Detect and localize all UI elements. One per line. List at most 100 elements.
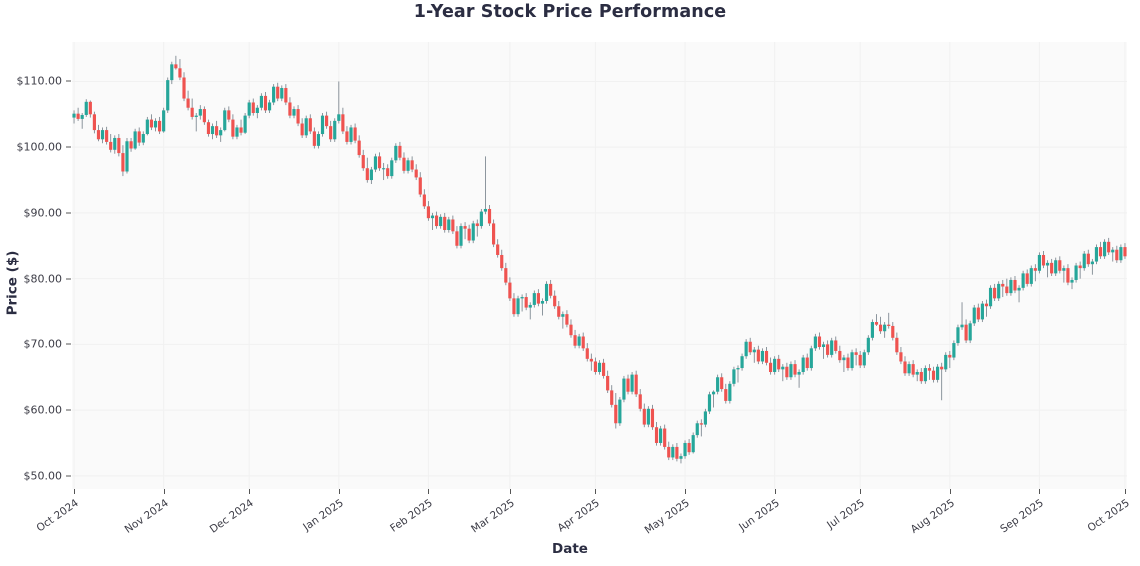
candle-body — [984, 303, 989, 307]
candle-body — [948, 354, 952, 358]
candle-body — [838, 350, 842, 361]
candle-body — [320, 115, 325, 135]
candle-body — [903, 361, 907, 374]
candle-body — [870, 322, 875, 338]
x-axis-tick-mark — [74, 489, 76, 494]
candle-body — [830, 340, 834, 355]
candle-body — [748, 341, 752, 353]
chart-title: 1-Year Stock Price Performance — [413, 2, 727, 22]
candle-body — [593, 361, 598, 372]
candle-body — [1078, 265, 1082, 269]
y-axis-tick-mark — [66, 409, 71, 411]
candle-body — [1098, 247, 1103, 257]
candle-body — [760, 350, 765, 362]
x-axis-tick-label: Apr 2025 — [555, 497, 603, 535]
candle-body — [288, 102, 292, 116]
candle-body — [614, 404, 618, 424]
candle-body — [1005, 286, 1009, 294]
candle-body — [402, 157, 406, 171]
candle-body — [109, 141, 113, 150]
candle-body — [231, 119, 235, 137]
candle-body — [1062, 268, 1066, 271]
candle-body — [544, 283, 549, 301]
candle-body — [369, 169, 373, 181]
candle-body — [333, 120, 337, 140]
candle-body — [284, 88, 288, 103]
candle-body — [398, 145, 402, 158]
candle-body — [618, 399, 622, 424]
candle-body — [255, 107, 259, 113]
candle-body — [308, 118, 312, 132]
candle-body — [585, 348, 589, 359]
candle-body — [956, 327, 960, 344]
candle-body — [508, 282, 512, 299]
y-axis-tick-label: $110.00 — [16, 74, 63, 88]
candle-body — [553, 295, 557, 307]
candle-body — [280, 88, 284, 99]
x-axis-tick-label: May 2025 — [642, 497, 692, 537]
candle-body — [728, 383, 732, 401]
candle-body — [443, 216, 447, 231]
candlestick-series — [72, 42, 1127, 489]
x-axis-tick-mark — [249, 489, 251, 494]
candle-body — [650, 408, 655, 428]
candle-body — [170, 64, 174, 81]
plot-area — [72, 42, 1127, 489]
candle-body — [1123, 247, 1127, 257]
candle-body — [540, 300, 545, 304]
candle-body — [1009, 279, 1013, 294]
candle-body — [1029, 268, 1033, 284]
candle-body — [773, 358, 777, 372]
candle-body — [239, 127, 243, 133]
candle-body — [683, 442, 687, 457]
candle-body — [520, 297, 524, 299]
y-axis-tick-mark — [66, 278, 71, 280]
candle-body — [1115, 249, 1119, 261]
candle-body — [854, 352, 858, 355]
y-axis-tick-label: $50.00 — [23, 469, 63, 483]
candle-body — [671, 446, 675, 458]
candle-body — [805, 357, 809, 369]
candle-body — [740, 356, 744, 369]
y-axis-tick-label: $80.00 — [23, 272, 63, 286]
candle-body — [993, 287, 997, 299]
candle-body — [390, 160, 394, 177]
candle-body — [455, 231, 459, 246]
candle-body — [801, 357, 805, 372]
candle-body — [972, 307, 976, 324]
candle-body — [357, 140, 361, 156]
candle-body — [178, 68, 182, 78]
candle-body — [597, 362, 602, 372]
candle-body — [866, 337, 870, 353]
candle-body — [679, 456, 683, 459]
candle-body — [504, 268, 508, 283]
candle-body — [426, 206, 431, 219]
candle-body — [223, 110, 227, 131]
y-axis-tick-mark — [66, 146, 71, 148]
candle-body — [206, 122, 211, 135]
candle-body — [1058, 260, 1062, 271]
x-axis-tick-mark — [338, 489, 340, 494]
candle-body — [724, 389, 728, 401]
candle-body — [312, 131, 316, 146]
candle-body — [707, 394, 712, 412]
y-axis-tick-mark — [66, 343, 71, 345]
candle-body — [84, 101, 88, 115]
x-axis-tick-label: Dec 2024 — [207, 497, 257, 536]
x-axis-tick-label: Jun 2025 — [736, 497, 782, 534]
candle-body — [190, 107, 194, 117]
candle-body — [1037, 254, 1042, 271]
candle-body — [528, 304, 532, 308]
candle-body — [569, 324, 573, 336]
candle-body — [622, 378, 626, 400]
candle-body — [1001, 283, 1005, 287]
candle-body — [276, 86, 280, 99]
candle-body — [198, 109, 202, 116]
candle-body — [1107, 241, 1111, 253]
candle-body — [324, 115, 329, 127]
candle-body — [243, 115, 247, 133]
candle-body — [1017, 287, 1021, 291]
candle-body — [149, 119, 154, 128]
candle-body — [752, 349, 756, 353]
candle-body — [764, 350, 769, 363]
